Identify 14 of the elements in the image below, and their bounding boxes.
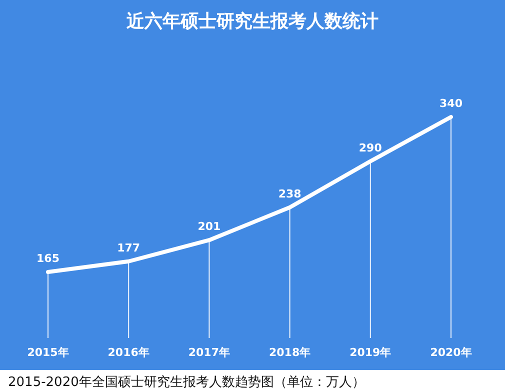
label: 177 <box>117 241 140 254</box>
label: 290 <box>358 141 382 154</box>
xtick: 2016年 <box>108 346 150 359</box>
label: 238 <box>278 187 302 200</box>
label: 165 <box>36 252 60 265</box>
title: 近六年硕士研究生报考人数统计 <box>126 11 378 32</box>
xtick: 2020年 <box>430 346 472 359</box>
annotation: 2015-2020年全国硕士研究生报考人数趋势图（单位：万人） <box>8 375 365 390</box>
label: 340 <box>440 97 462 110</box>
label: 201 <box>198 220 221 234</box>
xtick: 2019年 <box>350 346 392 359</box>
xtick: 2015年 <box>27 346 69 359</box>
xtick: 2017年 <box>188 346 230 359</box>
xtick: 2018年 <box>268 346 311 359</box>
